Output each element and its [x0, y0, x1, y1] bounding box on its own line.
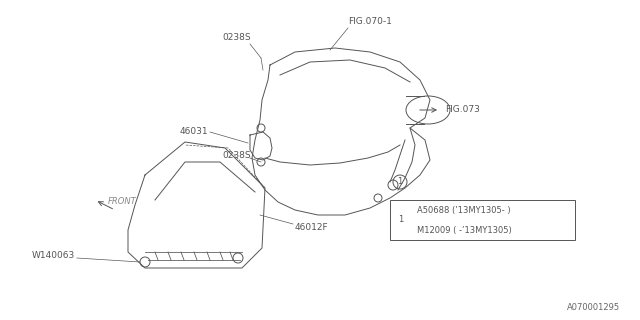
Text: 46012F: 46012F — [295, 223, 328, 233]
Text: W140063: W140063 — [32, 252, 75, 260]
Text: 0238S: 0238S — [222, 150, 251, 159]
Text: 0238S: 0238S — [222, 34, 251, 43]
Text: 1: 1 — [397, 178, 403, 187]
Text: FRONT: FRONT — [108, 197, 137, 206]
Text: A50688 (’13MY1305- ): A50688 (’13MY1305- ) — [417, 205, 511, 214]
Text: M12009 ( -’13MY1305): M12009 ( -’13MY1305) — [417, 226, 512, 235]
Bar — [390, 200, 575, 240]
Text: FIG.073: FIG.073 — [445, 106, 480, 115]
Text: 1: 1 — [398, 215, 404, 225]
Text: 46031: 46031 — [179, 127, 208, 137]
Text: FIG.070-1: FIG.070-1 — [348, 18, 392, 27]
Text: A070001295: A070001295 — [567, 303, 620, 313]
